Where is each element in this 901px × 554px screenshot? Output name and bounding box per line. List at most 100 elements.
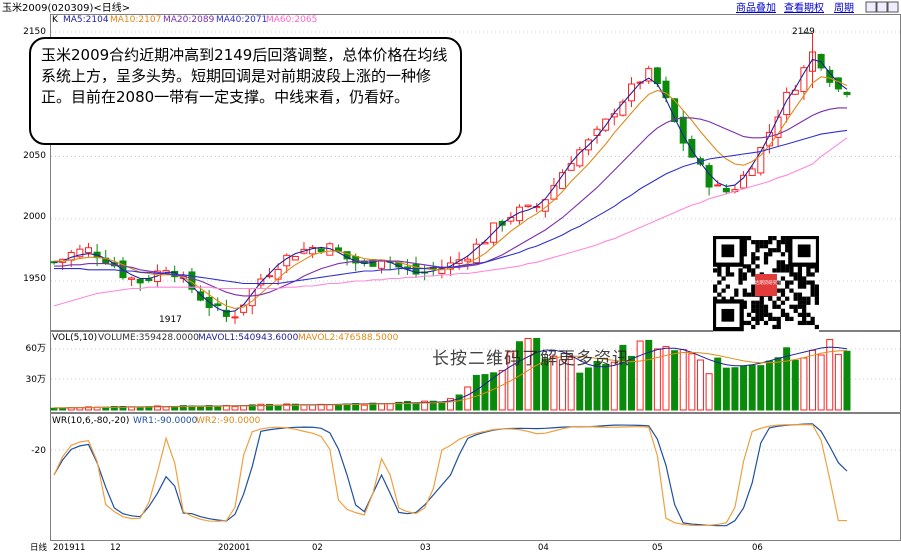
qr-module xyxy=(742,292,747,297)
volume-bar-down xyxy=(731,367,739,411)
volume-bar-down xyxy=(722,367,730,411)
qr-module xyxy=(751,284,756,289)
ma40-line xyxy=(54,129,848,285)
candle-up xyxy=(309,246,317,255)
qr-module xyxy=(780,288,786,293)
volume-bar-up xyxy=(283,403,291,411)
volume-bar-up xyxy=(309,404,317,411)
candle-up xyxy=(567,163,575,171)
x-label-06: 06 xyxy=(752,543,763,553)
volume-bar-up xyxy=(498,370,506,411)
qr-module xyxy=(797,304,803,309)
qr-module xyxy=(742,252,747,257)
qr-module xyxy=(738,268,743,273)
qr-module xyxy=(806,272,811,277)
qr-module xyxy=(806,320,811,326)
candle-down xyxy=(145,278,153,282)
view-options-button[interactable]: 查看期权 xyxy=(784,1,824,14)
volume-value-legend: VOLUME:359428.0000 xyxy=(98,333,199,343)
volume-bar-down xyxy=(593,360,601,411)
volume-bar-down xyxy=(628,355,636,411)
wr-legend-prefix: WR(10,6,-80,-20) xyxy=(52,416,129,426)
qr-module xyxy=(759,304,764,309)
qr-module xyxy=(755,308,760,313)
qr-module xyxy=(755,244,760,249)
qr-module xyxy=(806,312,811,317)
qr-module xyxy=(772,324,777,330)
qr-module xyxy=(785,244,790,249)
price-tick-1950: 1950 xyxy=(23,274,46,284)
qr-module xyxy=(721,288,726,293)
qr-module xyxy=(772,300,777,305)
qr-module xyxy=(751,272,756,277)
qr-module xyxy=(751,324,756,330)
period-button[interactable]: 周期 xyxy=(834,2,854,14)
volume-bar-up xyxy=(559,359,567,411)
qr-finder-center xyxy=(721,244,735,258)
qr-module xyxy=(793,296,798,301)
x-label-201911: 201911 xyxy=(53,543,85,553)
volume-bar-up xyxy=(326,404,334,411)
close-icon[interactable] xyxy=(887,1,899,13)
qr-module xyxy=(814,284,819,289)
commodity-overlay-button[interactable]: 商品叠加 xyxy=(736,1,776,14)
candle-up xyxy=(714,184,722,187)
qr-module xyxy=(729,272,735,277)
qr-code-image: 瑞达期货研究院 xyxy=(713,236,819,335)
wr-legend: WR(10,6,-80,-20) WR1:-90.0000 WR2:-90.00… xyxy=(52,416,261,426)
minimize-icon[interactable] xyxy=(865,1,877,13)
qr-module xyxy=(785,248,790,253)
candle-up xyxy=(748,168,756,176)
volume-bar-down xyxy=(490,372,498,411)
qr-module xyxy=(751,316,756,322)
qr-module xyxy=(742,272,747,277)
qr-module xyxy=(763,256,769,261)
qr-module xyxy=(789,272,794,277)
candle-up xyxy=(464,258,472,262)
qr-module xyxy=(742,244,747,249)
x-label-202001: 202001 xyxy=(218,543,250,553)
analysis-callout: 玉米2009合约近期冲高到2149后回落调整，总体价格在均线系统上方，呈多头势。… xyxy=(29,37,462,145)
qr-module xyxy=(797,284,803,289)
qr-module xyxy=(742,264,747,269)
qr-module xyxy=(810,284,815,289)
qr-module xyxy=(802,320,807,326)
qr-module xyxy=(717,272,722,277)
qr-module xyxy=(713,288,718,293)
volume-bar-up xyxy=(567,356,575,411)
candle-down xyxy=(722,187,730,193)
qr-module xyxy=(797,312,803,317)
qr-module xyxy=(755,248,760,253)
qr-module xyxy=(738,280,743,285)
window-controls xyxy=(865,1,899,13)
qr-module xyxy=(780,292,786,297)
volume-bar-down xyxy=(412,402,420,411)
qr-module xyxy=(713,268,718,273)
candle-down xyxy=(412,263,420,275)
qr-module xyxy=(759,296,764,301)
qr-module xyxy=(725,272,730,277)
qr-caption: 长按二维码了解更多资讯 xyxy=(432,349,630,369)
volume-bar-down xyxy=(179,405,187,411)
qr-module xyxy=(814,288,819,293)
qr-module xyxy=(776,324,781,330)
header-bar xyxy=(0,0,901,14)
qr-module xyxy=(793,292,798,297)
candle-up xyxy=(645,68,653,82)
volume-bar-down xyxy=(110,406,118,411)
volume-bar-up xyxy=(524,338,532,411)
restore-icon[interactable] xyxy=(876,1,888,13)
candle-up xyxy=(783,91,791,116)
qr-module xyxy=(772,268,777,273)
wr2-legend: WR2:-90.0000 xyxy=(196,416,261,426)
candle-up xyxy=(291,255,299,261)
volume-bar-down xyxy=(645,339,653,411)
qr-module xyxy=(746,320,752,326)
candle-down xyxy=(136,278,144,284)
qr-module xyxy=(785,236,790,241)
candles xyxy=(50,32,851,324)
x-axis-labels: 日线 201911 12 202001 02 03 04 05 06 xyxy=(30,542,763,553)
x-label-04: 04 xyxy=(538,543,549,553)
qr-module xyxy=(717,292,722,297)
ma-legend-prefix: K xyxy=(52,15,59,25)
